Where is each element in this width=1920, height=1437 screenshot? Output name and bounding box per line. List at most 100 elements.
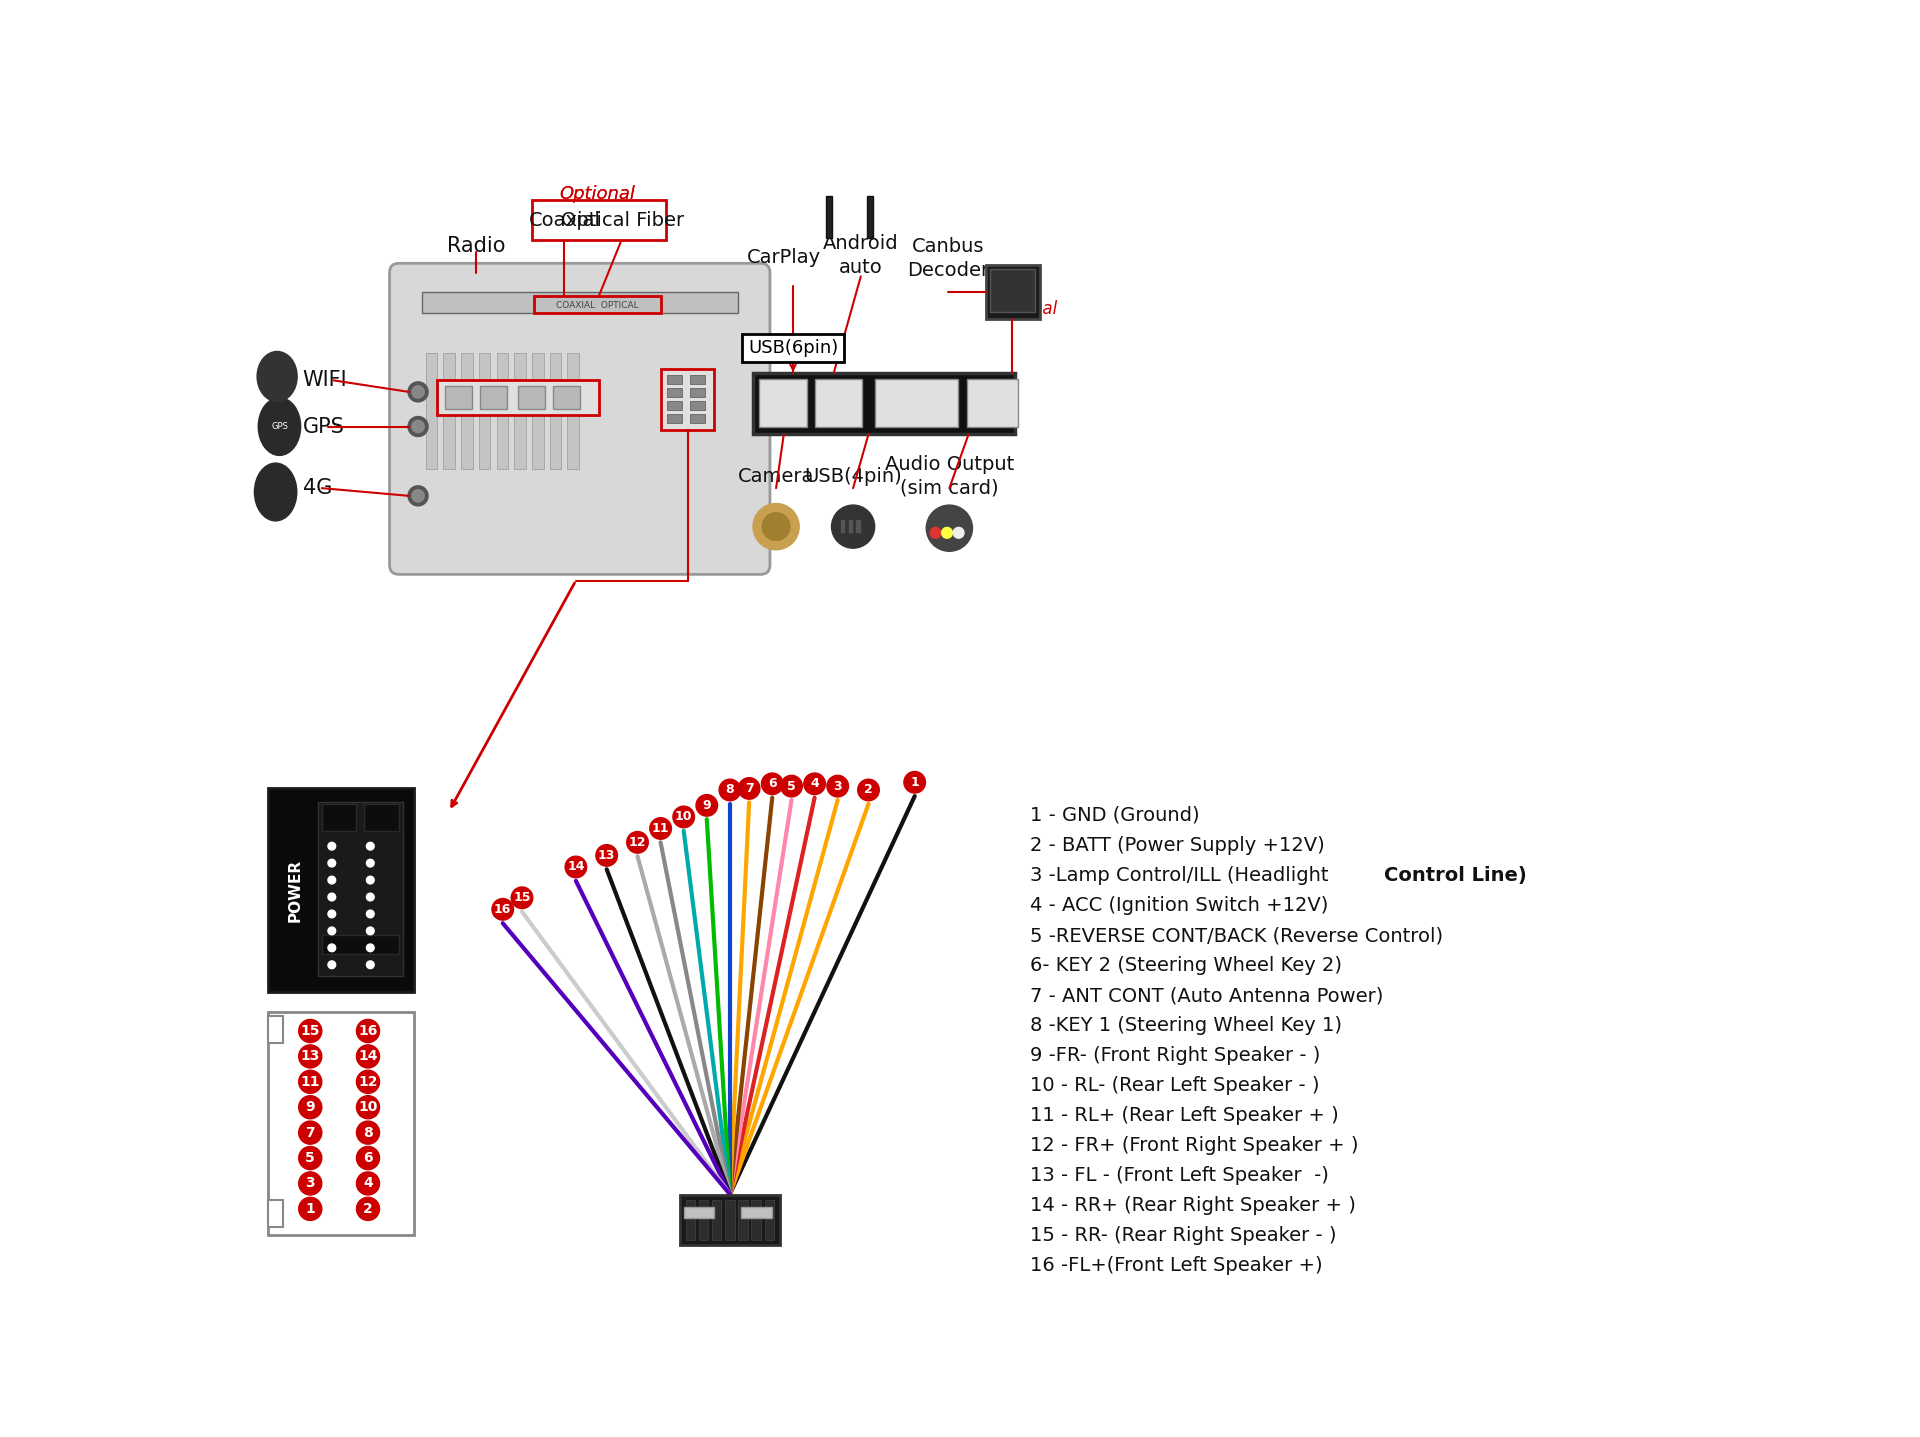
Text: 13: 13 (301, 1049, 321, 1063)
Circle shape (300, 1147, 323, 1170)
Circle shape (328, 927, 336, 934)
Circle shape (357, 1147, 380, 1170)
Text: 4 - ACC (Ignition Switch +12V): 4 - ACC (Ignition Switch +12V) (1031, 897, 1329, 915)
Text: 8 -KEY 1 (Steering Wheel Key 1): 8 -KEY 1 (Steering Wheel Key 1) (1031, 1016, 1342, 1035)
Circle shape (831, 504, 876, 547)
Text: 12: 12 (628, 836, 647, 849)
Text: 14: 14 (359, 1049, 378, 1063)
Text: 15: 15 (301, 1025, 321, 1038)
Bar (480, 385, 507, 410)
Bar (868, 195, 874, 239)
Circle shape (649, 818, 672, 839)
Text: 6: 6 (363, 1151, 372, 1165)
Circle shape (328, 910, 336, 918)
Text: 9: 9 (703, 799, 710, 812)
Text: CarPlay: CarPlay (747, 247, 822, 267)
Bar (699, 1200, 708, 1240)
Circle shape (925, 504, 972, 552)
Circle shape (357, 1121, 380, 1144)
Text: 4: 4 (363, 1177, 372, 1190)
Circle shape (328, 842, 336, 851)
Text: 5 -REVERSE CONT/BACK (Reverse Control): 5 -REVERSE CONT/BACK (Reverse Control) (1031, 925, 1444, 946)
Circle shape (328, 859, 336, 867)
Circle shape (762, 773, 783, 795)
Circle shape (413, 490, 424, 502)
Text: 8: 8 (726, 783, 733, 796)
Text: 7: 7 (305, 1125, 315, 1140)
Bar (991, 270, 1035, 312)
Circle shape (409, 486, 428, 506)
Circle shape (328, 877, 336, 884)
Bar (438, 381, 599, 415)
Circle shape (367, 877, 374, 884)
Circle shape (762, 513, 789, 540)
Bar (365, 803, 399, 831)
Text: GPS: GPS (303, 417, 344, 437)
Bar (568, 354, 580, 468)
Circle shape (328, 961, 336, 969)
Circle shape (413, 385, 424, 398)
Bar (751, 1200, 760, 1240)
Text: 16: 16 (359, 1025, 378, 1038)
Circle shape (357, 1095, 380, 1119)
Bar (518, 385, 545, 410)
Text: 12 - FR+ (Front Right Speaker + ): 12 - FR+ (Front Right Speaker + ) (1031, 1137, 1359, 1155)
Text: 15: 15 (513, 891, 530, 904)
Bar (445, 385, 472, 410)
Bar (666, 388, 682, 397)
Circle shape (357, 1019, 380, 1042)
Bar (426, 354, 438, 468)
Text: Camera: Camera (737, 467, 814, 486)
Bar (549, 354, 561, 468)
Circle shape (357, 1071, 380, 1094)
Text: 16: 16 (493, 902, 511, 915)
Text: 13 - FL - (Front Left Speaker  -): 13 - FL - (Front Left Speaker -) (1031, 1167, 1329, 1186)
Text: 4: 4 (810, 777, 820, 790)
Text: 2: 2 (864, 783, 874, 796)
Text: 3 -Lamp Control/ILL (Headlight: 3 -Lamp Control/ILL (Headlight (1031, 867, 1334, 885)
Bar (684, 1207, 714, 1219)
Bar (553, 385, 580, 410)
Text: 5: 5 (305, 1151, 315, 1165)
Bar (739, 1200, 747, 1240)
Text: Optional: Optional (559, 185, 636, 203)
Text: 11 - RL+ (Rear Left Speaker + ): 11 - RL+ (Rear Left Speaker + ) (1031, 1106, 1338, 1125)
Circle shape (413, 421, 424, 433)
Bar (968, 379, 1018, 427)
Bar (269, 1016, 284, 1042)
Circle shape (300, 1173, 323, 1196)
Text: 9: 9 (305, 1101, 315, 1114)
Circle shape (781, 776, 803, 798)
Text: 11: 11 (653, 822, 670, 835)
Ellipse shape (259, 398, 301, 456)
Text: 15 - RR- (Rear Right Speaker - ): 15 - RR- (Rear Right Speaker - ) (1031, 1226, 1336, 1246)
Text: COAXIAL  OPTICAL: COAXIAL OPTICAL (557, 302, 639, 310)
Text: 5: 5 (787, 780, 797, 793)
Bar (534, 296, 660, 313)
Text: 3: 3 (305, 1177, 315, 1190)
Circle shape (626, 832, 649, 854)
Circle shape (367, 859, 374, 867)
Circle shape (300, 1019, 323, 1042)
Text: 10: 10 (359, 1101, 378, 1114)
Circle shape (941, 527, 952, 539)
Text: POWER: POWER (288, 858, 301, 921)
FancyBboxPatch shape (390, 263, 770, 575)
Circle shape (357, 1197, 380, 1220)
Circle shape (952, 527, 964, 539)
Bar (666, 375, 682, 384)
Bar (515, 354, 526, 468)
Bar (323, 803, 357, 831)
Text: 9 -FR- (Front Right Speaker - ): 9 -FR- (Front Right Speaker - ) (1031, 1046, 1321, 1065)
Text: 6- KEY 2 (Steering Wheel Key 2): 6- KEY 2 (Steering Wheel Key 2) (1031, 956, 1342, 976)
Circle shape (828, 776, 849, 798)
Text: Control Line): Control Line) (1384, 867, 1526, 885)
Bar (758, 379, 806, 427)
Circle shape (672, 806, 695, 828)
Text: 1 - GND (Ground): 1 - GND (Ground) (1031, 806, 1200, 825)
Circle shape (697, 795, 718, 816)
Circle shape (492, 898, 513, 920)
Text: 1: 1 (910, 776, 920, 789)
Circle shape (300, 1095, 323, 1119)
Bar (689, 414, 705, 424)
